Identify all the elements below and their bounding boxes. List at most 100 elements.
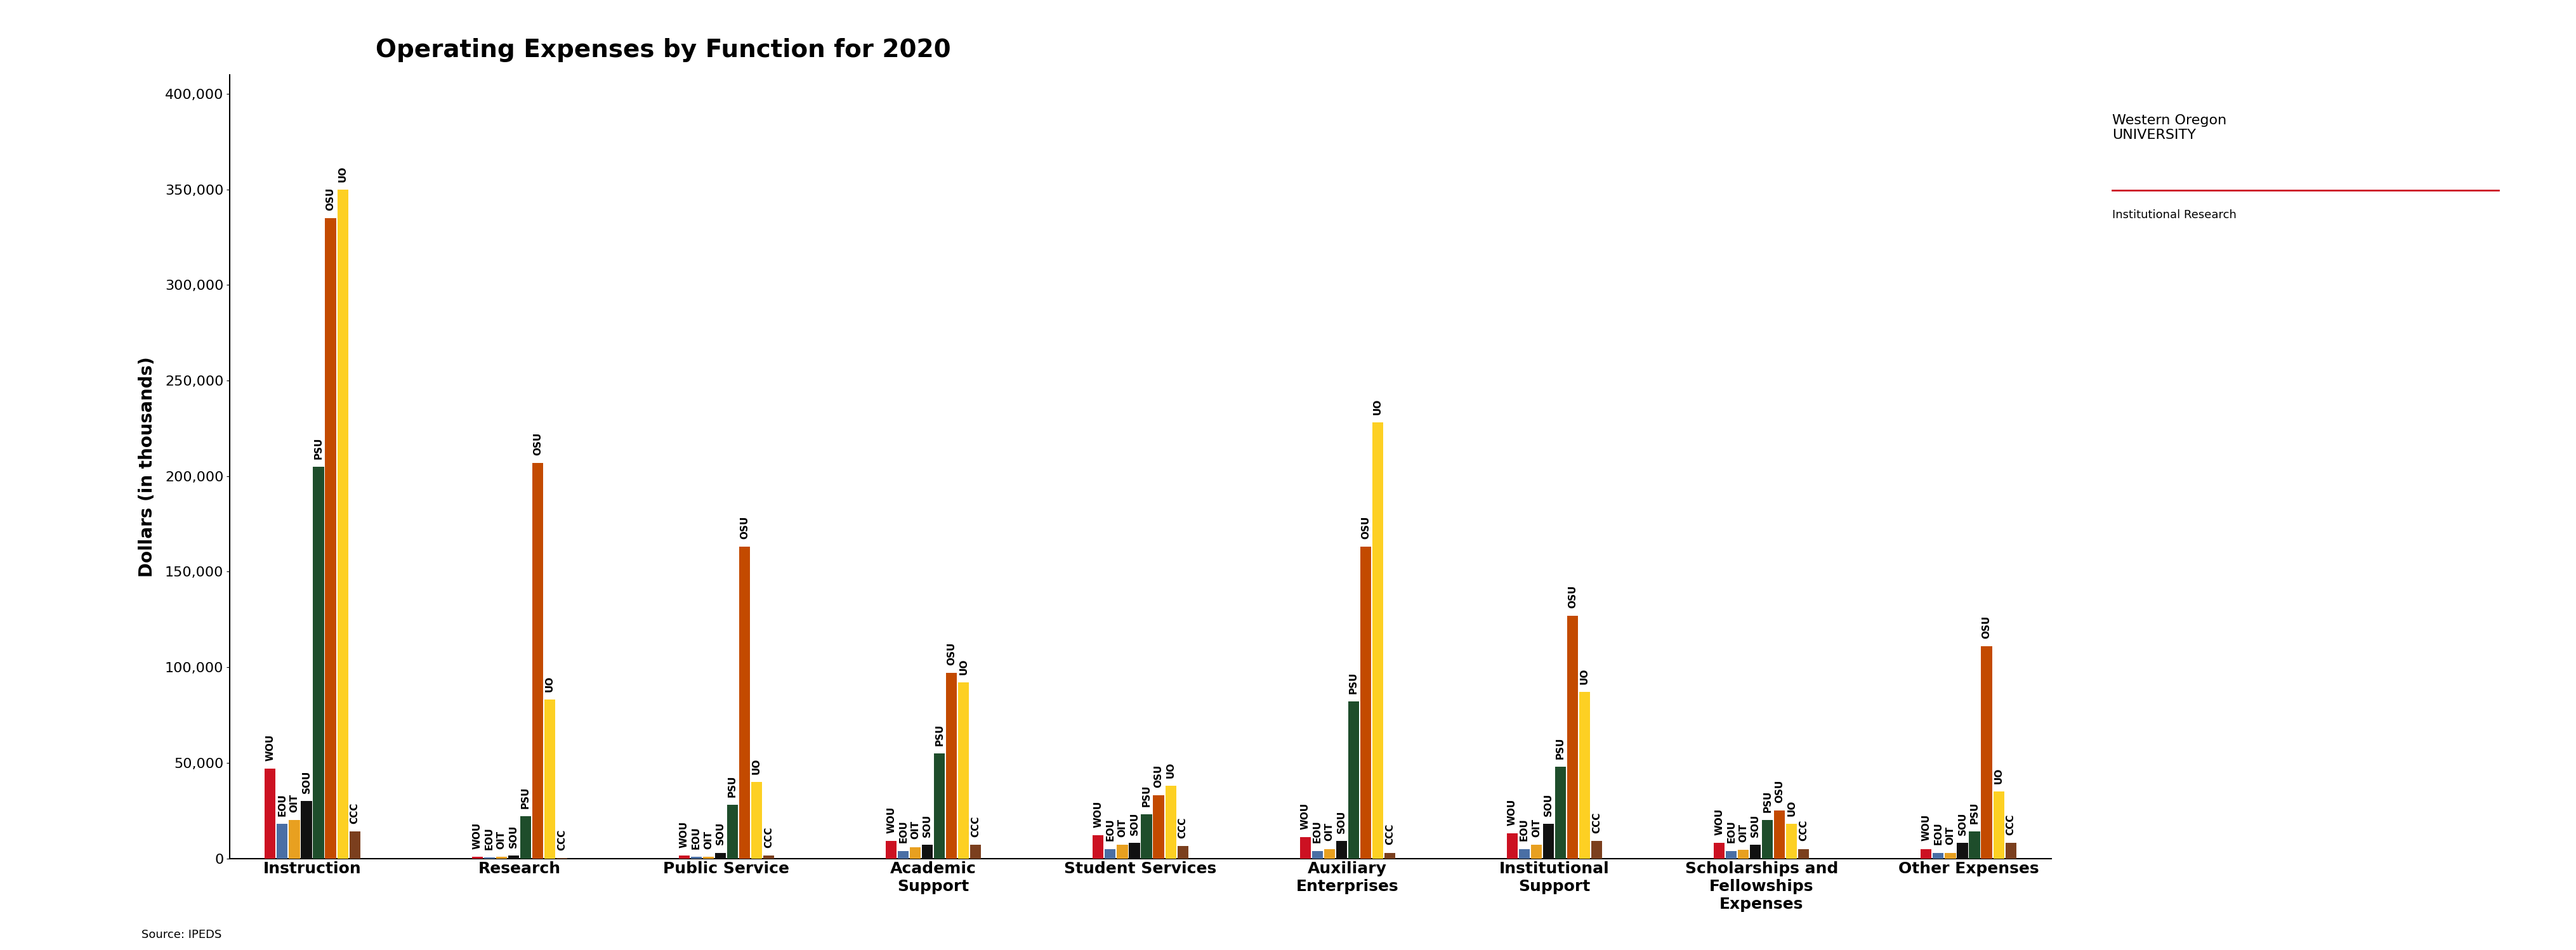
Text: Source: IPEDS: Source: IPEDS: [142, 929, 222, 941]
Text: Western Oregon
UNIVERSITY: Western Oregon UNIVERSITY: [2112, 114, 2226, 142]
Text: PSU: PSU: [314, 437, 322, 459]
Text: CCC: CCC: [1177, 817, 1188, 838]
Text: CCC: CCC: [765, 827, 773, 848]
Text: OSU: OSU: [533, 432, 544, 455]
Bar: [520, 816, 531, 859]
Bar: [690, 857, 701, 859]
Text: WOU: WOU: [1922, 814, 1932, 841]
Bar: [1945, 853, 1955, 859]
Bar: [971, 846, 981, 859]
Text: EOU: EOU: [1520, 819, 1530, 841]
Bar: [1713, 844, 1726, 859]
Text: UO: UO: [1994, 768, 2004, 784]
Bar: [337, 189, 348, 859]
Text: CCC: CCC: [971, 816, 981, 837]
Bar: [2004, 844, 2017, 859]
Text: Operating Expenses by Function for 2020: Operating Expenses by Function for 2020: [376, 38, 951, 62]
Bar: [471, 857, 482, 859]
Text: UO: UO: [958, 658, 969, 675]
Text: EOU: EOU: [1726, 821, 1736, 844]
Text: EOU: EOU: [1314, 821, 1321, 844]
Bar: [1922, 849, 1932, 859]
Bar: [265, 769, 276, 859]
Text: UO: UO: [337, 165, 348, 181]
Text: UO: UO: [752, 758, 762, 774]
Text: WOU: WOU: [471, 823, 482, 849]
Bar: [1164, 786, 1177, 859]
Bar: [899, 851, 909, 859]
Bar: [1105, 849, 1115, 859]
Bar: [752, 782, 762, 859]
Text: UO: UO: [1579, 669, 1589, 684]
Text: OIT: OIT: [1533, 819, 1540, 837]
Bar: [1994, 791, 2004, 859]
Bar: [1543, 824, 1553, 859]
Bar: [1981, 646, 1991, 859]
Bar: [1373, 423, 1383, 859]
Y-axis label: Dollars (in thousands): Dollars (in thousands): [139, 356, 157, 577]
Bar: [1360, 547, 1370, 859]
Bar: [1579, 693, 1589, 859]
Bar: [1762, 820, 1772, 859]
Text: OIT: OIT: [909, 821, 920, 839]
Text: CCC: CCC: [2007, 814, 2014, 835]
Text: PSU: PSU: [1971, 802, 1978, 824]
Text: EOU: EOU: [1105, 819, 1115, 841]
Text: UO: UO: [1167, 762, 1175, 778]
Text: PSU: PSU: [729, 775, 737, 797]
Text: PSU: PSU: [520, 787, 531, 808]
Bar: [945, 673, 958, 859]
Bar: [350, 831, 361, 859]
Text: SOU: SOU: [507, 825, 518, 848]
Text: SOU: SOU: [922, 814, 933, 837]
Text: OSU: OSU: [325, 187, 335, 210]
Text: OSU: OSU: [948, 642, 956, 665]
Text: Institutional Research: Institutional Research: [2112, 209, 2236, 220]
Text: UO: UO: [546, 676, 554, 693]
Text: CCC: CCC: [1798, 820, 1808, 841]
Text: PSU: PSU: [935, 724, 945, 746]
Text: CCC: CCC: [350, 803, 361, 824]
Bar: [1301, 837, 1311, 859]
Bar: [1592, 841, 1602, 859]
Bar: [1128, 844, 1139, 859]
Bar: [1154, 795, 1164, 859]
Text: CCC: CCC: [1592, 812, 1602, 833]
Bar: [958, 682, 969, 859]
Text: WOU: WOU: [1507, 799, 1517, 826]
Bar: [544, 700, 554, 859]
Bar: [289, 820, 299, 859]
Bar: [680, 856, 690, 859]
Bar: [1311, 851, 1321, 859]
Text: PSU: PSU: [1556, 737, 1566, 759]
Bar: [1566, 616, 1579, 859]
Text: OIT: OIT: [1739, 824, 1749, 842]
Text: SOU: SOU: [1752, 814, 1759, 837]
Text: UO: UO: [1373, 399, 1383, 415]
Text: SOU: SOU: [1337, 810, 1347, 833]
Bar: [301, 801, 312, 859]
Text: OIT: OIT: [497, 831, 505, 849]
Text: WOU: WOU: [680, 821, 688, 848]
Bar: [1749, 846, 1762, 859]
Text: OIT: OIT: [1945, 827, 1955, 846]
Text: PSU: PSU: [1762, 790, 1772, 812]
Bar: [1785, 824, 1798, 859]
Bar: [533, 463, 544, 859]
Bar: [716, 853, 726, 859]
Bar: [1556, 767, 1566, 859]
Text: PSU: PSU: [1141, 785, 1151, 807]
Text: CCC: CCC: [1386, 824, 1394, 846]
Text: OSU: OSU: [1981, 616, 1991, 638]
Bar: [739, 547, 750, 859]
Bar: [314, 466, 325, 859]
Bar: [325, 219, 335, 859]
Bar: [909, 847, 920, 859]
Bar: [497, 857, 507, 859]
Text: OIT: OIT: [703, 831, 714, 849]
Text: OSU: OSU: [1154, 765, 1164, 788]
Bar: [1141, 814, 1151, 859]
Bar: [1507, 833, 1517, 859]
Text: WOU: WOU: [265, 734, 276, 761]
Text: EOU: EOU: [690, 827, 701, 849]
